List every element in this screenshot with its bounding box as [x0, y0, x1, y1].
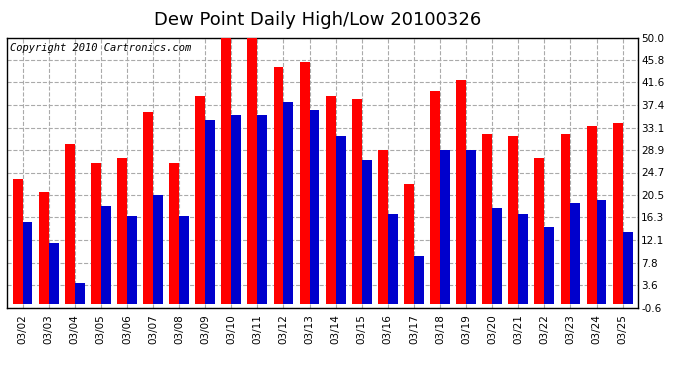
Bar	[335, 136, 346, 304]
Bar	[430, 91, 440, 304]
Bar	[326, 96, 335, 304]
Bar	[195, 96, 205, 304]
Bar	[231, 115, 241, 304]
Bar	[143, 112, 153, 304]
Bar	[388, 214, 397, 304]
Bar	[221, 38, 231, 304]
Bar	[179, 216, 189, 304]
Bar	[622, 232, 633, 304]
Bar	[48, 243, 59, 304]
Bar	[153, 195, 163, 304]
Bar	[299, 62, 310, 304]
Bar	[597, 200, 607, 304]
Bar	[12, 179, 23, 304]
Bar	[362, 160, 372, 304]
Bar	[414, 256, 424, 304]
Bar	[482, 134, 492, 304]
Bar	[613, 123, 622, 304]
Bar	[544, 227, 554, 304]
Bar	[248, 38, 257, 304]
Bar	[466, 150, 476, 304]
Bar	[205, 120, 215, 304]
Bar	[284, 102, 293, 304]
Bar	[535, 158, 544, 304]
Bar	[456, 80, 466, 304]
Bar	[75, 283, 85, 304]
Bar	[571, 203, 580, 304]
Bar	[509, 136, 518, 304]
Bar	[127, 216, 137, 304]
Bar	[518, 214, 528, 304]
Bar	[378, 150, 388, 304]
Bar	[117, 158, 127, 304]
Bar	[91, 163, 101, 304]
Bar	[257, 115, 267, 304]
Bar	[404, 184, 414, 304]
Bar	[560, 134, 571, 304]
Bar	[65, 144, 75, 304]
Bar	[39, 192, 48, 304]
Bar	[586, 126, 597, 304]
Bar	[169, 163, 179, 304]
Bar	[310, 110, 319, 304]
Bar	[352, 99, 362, 304]
Text: Dew Point Daily High/Low 20100326: Dew Point Daily High/Low 20100326	[154, 11, 481, 29]
Bar	[440, 150, 450, 304]
Bar	[23, 222, 32, 304]
Bar	[273, 67, 284, 304]
Bar	[101, 206, 110, 304]
Text: Copyright 2010 Cartronics.com: Copyright 2010 Cartronics.com	[10, 43, 191, 53]
Bar	[492, 208, 502, 304]
